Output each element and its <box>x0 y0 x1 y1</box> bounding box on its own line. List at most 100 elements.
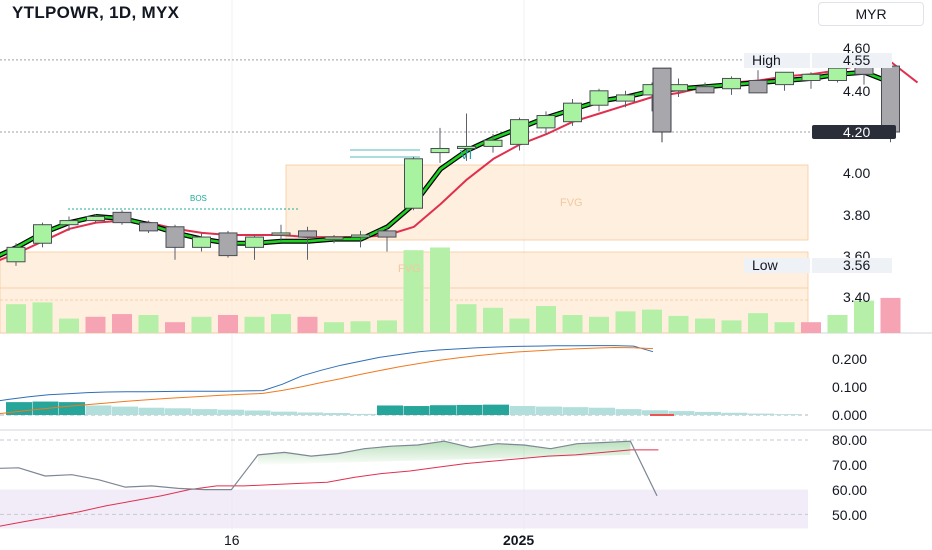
macd-histogram-bar <box>562 407 589 415</box>
candle-body <box>139 222 158 232</box>
macd-histogram-bar <box>668 411 695 415</box>
candle-body <box>775 71 794 86</box>
candle-body <box>59 220 79 226</box>
macd-histogram-bar <box>350 413 377 415</box>
candle-body <box>801 73 821 81</box>
rsi-tick: 50.00 <box>832 507 867 523</box>
volume-bar <box>271 314 291 333</box>
price-tick: 4.60 <box>843 40 870 56</box>
volume-bar <box>748 313 768 333</box>
macd-histogram-bar <box>650 414 674 416</box>
macd-histogram-bar <box>165 408 191 415</box>
volume-bar <box>191 316 212 333</box>
macd-histogram-bar <box>509 406 536 415</box>
candle-body <box>722 77 741 90</box>
candle-body <box>377 230 397 238</box>
candle-body <box>298 230 317 238</box>
volume-bar <box>854 300 874 333</box>
macd-tick: 0.200 <box>832 351 867 367</box>
volume-bar <box>32 302 53 333</box>
candle-body <box>33 224 52 244</box>
macd-histogram-bar <box>748 413 774 415</box>
x-tick: 16 <box>224 532 240 548</box>
volume-bar <box>642 309 662 333</box>
high-value-box <box>812 53 892 68</box>
macd-histogram-bar <box>85 405 112 415</box>
macd-histogram-bar <box>244 410 271 415</box>
candle-body <box>457 145 476 149</box>
macd-histogram-bar <box>456 404 483 415</box>
volume-bar <box>827 315 848 333</box>
price-tick: 3.40 <box>843 289 870 305</box>
macd-histogram-bar <box>642 410 668 415</box>
high-label-box <box>744 53 810 68</box>
volume-bar <box>59 318 79 333</box>
candle-body <box>881 65 900 133</box>
candle-body <box>112 211 132 224</box>
volume-bar <box>456 304 477 333</box>
candle-body <box>165 226 185 248</box>
volume-bar <box>165 322 185 333</box>
rsi-band <box>0 489 808 529</box>
volume-bar <box>801 322 821 333</box>
candle-body <box>245 236 264 248</box>
candle-body <box>86 215 105 222</box>
volume-bar <box>244 316 265 333</box>
macd-histogram-bar <box>483 404 509 415</box>
volume-bar <box>377 320 397 333</box>
macd-histogram-bar <box>297 412 324 415</box>
candle-body <box>748 80 768 94</box>
fvg-zone <box>285 164 809 241</box>
candle-body <box>218 232 238 257</box>
candle-body-last <box>652 67 672 133</box>
macd-histogram-bar <box>403 406 430 415</box>
volume-bar <box>297 316 318 333</box>
macd-histogram-bar <box>774 414 801 415</box>
macd-histogram-bar <box>218 409 244 415</box>
macd-histogram-bar <box>324 413 350 415</box>
macd-histogram-bar <box>695 411 721 415</box>
candle-body <box>483 139 503 147</box>
macd-histogram-bar <box>536 406 562 415</box>
volume-bar <box>562 315 583 333</box>
macd-line <box>0 345 654 402</box>
macd-histogram-bar <box>138 407 165 415</box>
last-price-box <box>812 125 896 139</box>
low-value-box <box>812 258 892 273</box>
volume-bar <box>218 315 238 333</box>
currency-selector[interactable]: MYR <box>818 2 924 26</box>
price-tick: 4.00 <box>843 165 870 181</box>
macd-histogram-bar <box>615 409 642 415</box>
candle-body <box>616 94 635 102</box>
candle-body <box>669 84 688 92</box>
fvg-lower-label: FVG <box>398 263 421 275</box>
macd-histogram-bar <box>6 402 32 415</box>
macd-histogram-bar <box>59 402 85 415</box>
macd-histogram-bar <box>430 405 456 415</box>
rsi-line <box>0 440 658 497</box>
candle-body <box>404 158 423 209</box>
candle-body <box>351 234 370 238</box>
volume-bar <box>403 250 424 333</box>
volume-bar <box>324 322 344 333</box>
candle-body <box>563 102 582 123</box>
macd-histogram-bar <box>271 411 297 415</box>
macd-histogram-bar <box>721 412 748 415</box>
low-value: 3.56 <box>843 257 870 273</box>
bos-label: BOS <box>190 194 207 203</box>
volume-bar <box>536 306 556 333</box>
candle-body <box>536 115 556 129</box>
volume-bar <box>774 322 795 333</box>
x-tick: 2025 <box>503 532 534 548</box>
macd-histogram-bar <box>589 407 615 415</box>
volume-bar <box>695 318 715 333</box>
volume-bar <box>880 297 901 333</box>
candle-body <box>6 246 26 263</box>
chart-title: YTLPOWR, 1D, MYX <box>12 3 180 22</box>
volume-bar <box>668 315 689 333</box>
volume-bar <box>589 316 609 333</box>
volume-bar <box>350 321 371 333</box>
macd-tick: 0.100 <box>832 379 867 395</box>
candle-body <box>695 86 715 94</box>
